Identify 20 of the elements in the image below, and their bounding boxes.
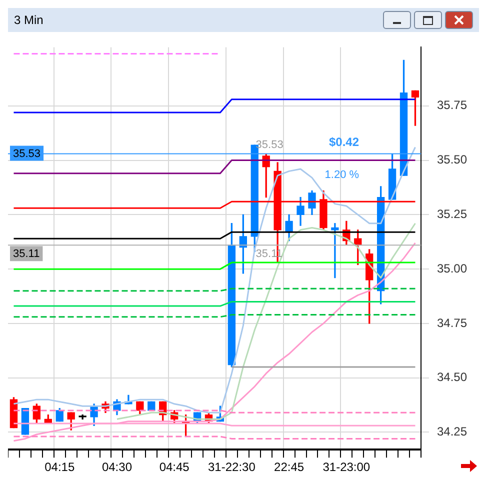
- annotation: 1.20 %: [324, 168, 360, 181]
- x-tick-label: 04:30: [102, 460, 132, 474]
- y-tick-label: 34.50: [436, 370, 468, 384]
- candlestick: [331, 223, 339, 278]
- x-tick-label: 04:15: [44, 460, 75, 474]
- x-tick-label: 22:45: [274, 460, 304, 474]
- y-tick-label: 35.25: [436, 207, 468, 221]
- annotation: $0.42: [328, 135, 360, 150]
- y-tick-label: 35.75: [436, 98, 468, 112]
- ref-line-label: 35.11: [13, 248, 40, 260]
- annotation: 35.53: [256, 138, 284, 151]
- ref-line-label: 35.53: [13, 148, 41, 160]
- y-tick-label: 35.50: [436, 152, 468, 167]
- chart-title: 3 Min: [14, 13, 44, 27]
- x-tick-label: 04:45: [159, 460, 190, 474]
- x-tick-label: 31-22:30: [208, 460, 256, 474]
- y-tick-label: 34.25: [436, 424, 468, 439]
- x-tick-label: 31-23:00: [322, 460, 370, 474]
- y-tick-label: 34.75: [436, 316, 468, 330]
- y-tick-label: 35.00: [436, 261, 468, 276]
